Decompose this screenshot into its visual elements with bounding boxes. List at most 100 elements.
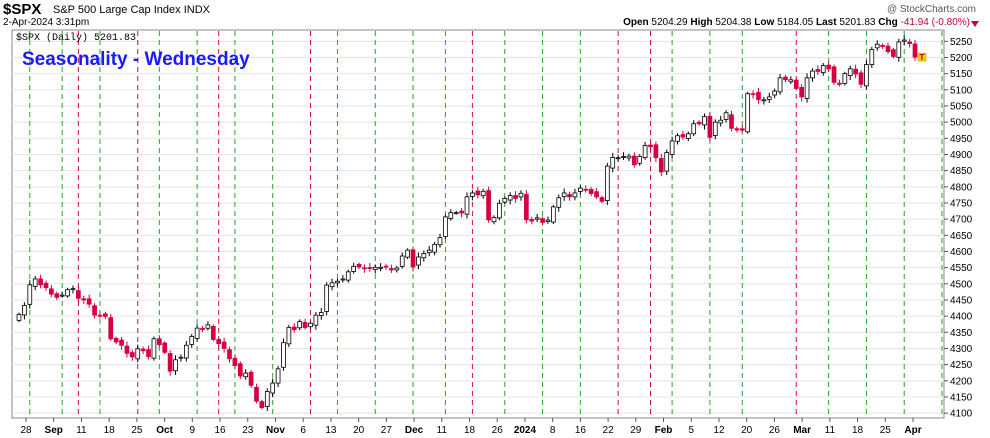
candle-down — [459, 210, 464, 214]
candle-down — [631, 155, 637, 166]
candle-down — [891, 49, 896, 57]
x-tick-label: 26 — [492, 425, 504, 436]
candle-up — [777, 77, 783, 93]
x-tick-label: 23 — [242, 425, 254, 436]
candle-down — [146, 349, 151, 357]
candle-down — [799, 86, 804, 98]
chart-title: Seasonality - Wednesday — [22, 49, 250, 70]
candle-up — [642, 145, 648, 158]
candle-up — [626, 155, 632, 159]
candle-down — [210, 326, 216, 340]
candle-down — [739, 128, 745, 131]
candle-down — [793, 79, 799, 89]
candle-up — [691, 123, 697, 135]
candle-up — [399, 255, 405, 267]
candle-down — [119, 339, 124, 346]
candle-up — [313, 314, 319, 326]
candle-down — [529, 219, 535, 222]
candle-up — [842, 73, 848, 84]
x-tick-label: 20 — [741, 425, 753, 436]
candle-down — [707, 115, 713, 138]
candle-down — [599, 197, 605, 202]
candle-up — [578, 187, 583, 192]
y-tick-label: 4150 — [950, 392, 973, 403]
high-label: High — [690, 17, 713, 28]
candle-down — [86, 298, 92, 305]
instrument-name: S&P 500 Large Cap Index INDX — [53, 4, 210, 16]
candle-down — [167, 353, 173, 372]
candle-down — [259, 401, 265, 409]
change-down-arrow-icon — [971, 21, 979, 27]
instrument-full-name: S&P 500 Large Cap Index — [53, 4, 181, 16]
candle-down — [113, 337, 119, 343]
x-tick-label: 28 — [20, 425, 32, 436]
candle-up — [556, 197, 562, 208]
y-tick-label: 4650 — [950, 231, 973, 242]
candle-up — [32, 278, 38, 287]
candle-up — [351, 265, 356, 272]
x-tick-label: 25 — [131, 425, 143, 436]
candle-down — [97, 314, 103, 317]
candle-down — [524, 194, 529, 221]
x-tick-label: 5 — [688, 425, 694, 436]
y-tick-label: 4300 — [950, 344, 973, 355]
candle-up — [810, 70, 815, 79]
candle-up — [669, 140, 675, 155]
candle-up — [637, 156, 643, 164]
last-price-marker-label: T — [920, 53, 925, 62]
candle-down — [291, 326, 297, 331]
candle-down — [734, 128, 740, 131]
candle-down — [658, 158, 664, 173]
candle-down — [826, 64, 831, 70]
x-tick-label: 25 — [880, 425, 892, 436]
x-tick-label: 22 — [603, 425, 615, 436]
x-tick-label: 29 — [630, 425, 642, 436]
candle-up — [205, 324, 211, 329]
x-tick-label: 8 — [550, 425, 556, 436]
candle-down — [130, 352, 135, 358]
x-axis-ticks: 28 Sep 11 18 25 Oct 9 16 23 Nov 6 13 20 27 Dec 11 18 26 20… — [20, 418, 922, 436]
candle-up — [394, 267, 400, 271]
x-tick-label: Mar — [793, 425, 811, 436]
candle-up — [491, 217, 497, 223]
candle-down — [92, 305, 97, 316]
y-tick-label: 4450 — [950, 295, 973, 306]
candle-down — [837, 82, 842, 85]
y-tick-label: 4900 — [950, 150, 973, 161]
candle-down — [583, 188, 589, 191]
candle-down — [383, 265, 389, 268]
candle-down — [248, 371, 254, 386]
open-label: Open — [623, 17, 649, 28]
candle-up — [443, 216, 448, 237]
candle-up — [22, 305, 27, 316]
candle-up — [27, 284, 33, 305]
candle-up — [405, 249, 410, 258]
x-tick-label: 16 — [575, 425, 587, 436]
candle-down — [885, 45, 891, 53]
candle-up — [70, 288, 76, 291]
candle-up — [286, 327, 292, 345]
x-tick-label: 18 — [104, 425, 116, 436]
x-tick-label: 11 — [76, 425, 87, 436]
change-value: -41.94 (-0.80%) — [900, 17, 970, 28]
candle-up — [183, 344, 189, 359]
candle-down — [221, 341, 227, 349]
quote-timestamp: 2-Apr-2024 3:31pm — [3, 17, 90, 28]
candle-up — [345, 271, 351, 281]
last-label: Last — [816, 17, 837, 28]
candle-up — [437, 237, 443, 246]
candle-up — [788, 79, 794, 83]
candle-down — [356, 264, 362, 268]
x-tick-label: Apr — [904, 425, 921, 436]
y-tick-label: 5150 — [950, 69, 973, 80]
candle-down — [567, 194, 572, 198]
stockcharts-credit[interactable]: @ StockCharts.com — [886, 4, 976, 15]
candle-up — [534, 217, 540, 220]
candle-down — [38, 278, 43, 286]
y-tick-label: 4500 — [950, 279, 973, 290]
candle-down — [475, 190, 481, 196]
candle-down — [254, 386, 259, 402]
candle-down — [815, 69, 821, 72]
candle-down — [81, 298, 87, 301]
